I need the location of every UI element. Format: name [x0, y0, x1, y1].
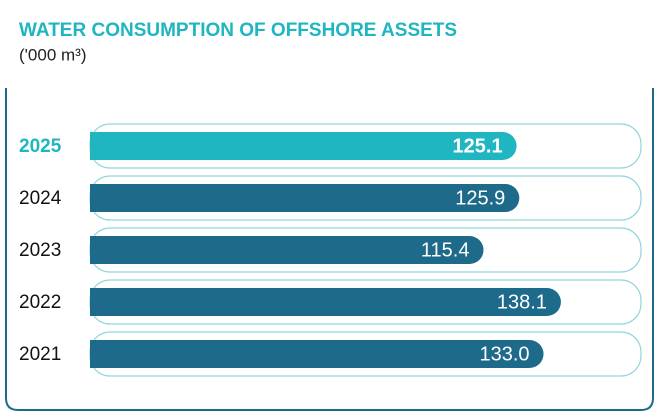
chart-title: WATER CONSUMPTION OF OFFSHORE ASSETS	[19, 20, 457, 41]
bar	[90, 340, 544, 368]
value-label: 133.0	[479, 343, 529, 365]
category-label: 2022	[19, 292, 61, 313]
bar	[90, 184, 520, 212]
value-label: 125.9	[455, 187, 505, 209]
chart-subtitle: ('000 m³)	[19, 45, 86, 64]
value-label: 138.1	[497, 291, 547, 313]
category-label: 2023	[19, 240, 61, 261]
category-label: 2021	[19, 344, 61, 365]
bar	[90, 132, 517, 160]
bar	[90, 236, 484, 264]
bar	[90, 288, 561, 316]
category-label: 2025	[19, 136, 62, 157]
frame	[5, 88, 654, 411]
category-label: 2024	[19, 188, 62, 209]
value-label: 115.4	[421, 239, 470, 261]
value-label: 125.1	[453, 135, 503, 157]
